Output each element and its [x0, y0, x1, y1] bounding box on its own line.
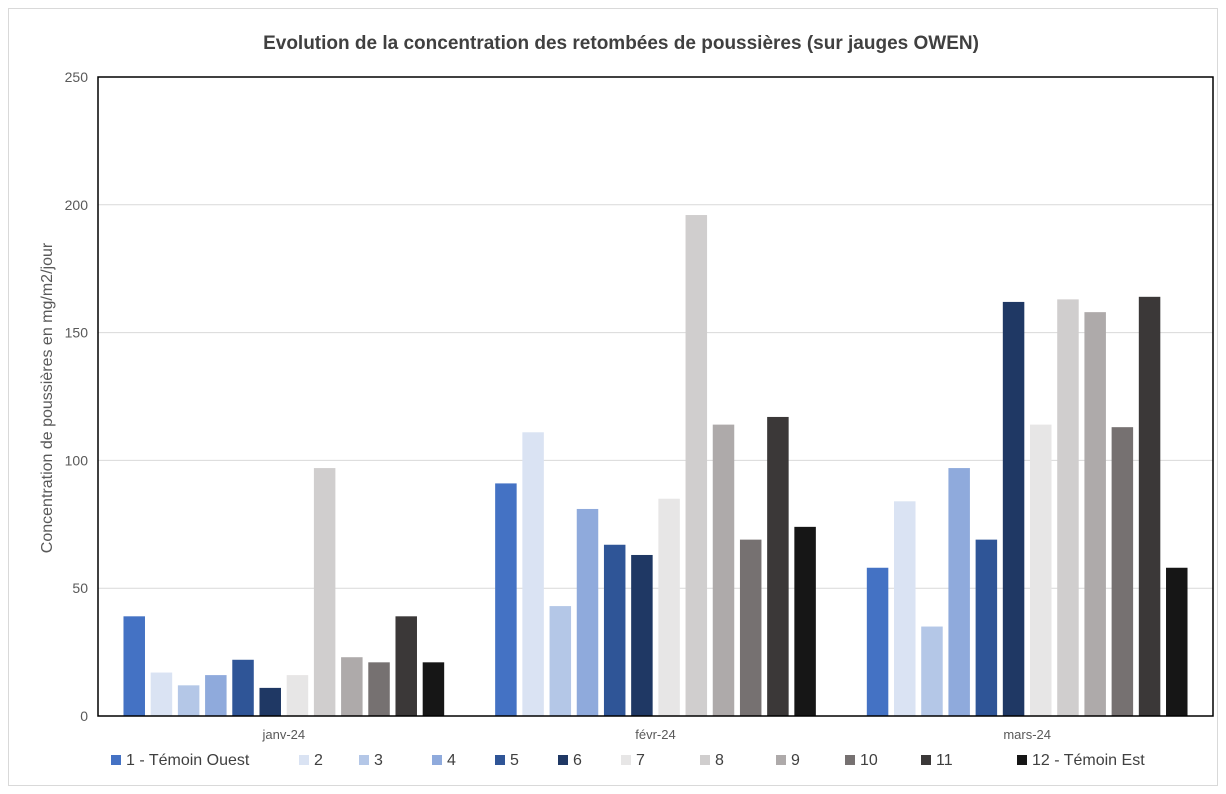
- legend-swatch: [432, 755, 442, 765]
- bar: [658, 498, 680, 716]
- bar: [794, 526, 816, 716]
- bar: [205, 675, 227, 716]
- legend-swatch: [845, 755, 855, 765]
- y-tick-label: 200: [65, 197, 89, 213]
- legend-label: 2: [314, 752, 323, 769]
- bar: [975, 539, 998, 716]
- gridlines: [98, 204, 1213, 589]
- plot-area-border: [97, 76, 1214, 717]
- legend-swatch: [359, 755, 369, 765]
- bar: [286, 675, 309, 716]
- bar: [712, 424, 735, 716]
- bar: [1057, 299, 1079, 716]
- bar: [603, 544, 626, 716]
- bar: [1002, 301, 1025, 716]
- legend-label: 10: [860, 752, 878, 769]
- legend-label: 8: [715, 752, 724, 769]
- legend-swatch: [1017, 755, 1027, 765]
- legend-label: 5: [510, 752, 519, 769]
- bar: [422, 662, 445, 716]
- y-tick-label: 250: [65, 69, 89, 85]
- x-category-label: mars-24: [1003, 727, 1051, 742]
- legend-label: 12 - Témoin Est: [1032, 752, 1145, 769]
- axes: 0 50 100 150 200 250 janv-24 févr-24 mars-24: [65, 69, 1214, 742]
- bar: [549, 606, 572, 716]
- legend-swatch: [299, 755, 309, 765]
- x-category-label: janv-24: [262, 727, 306, 742]
- legend-label: 4: [447, 752, 456, 769]
- bar: [495, 483, 517, 716]
- legend-swatch: [111, 755, 121, 765]
- bar: [395, 616, 417, 716]
- bar: [123, 616, 145, 716]
- x-category-label: févr-24: [635, 727, 675, 742]
- legend-swatch: [558, 755, 568, 765]
- bar: [1166, 567, 1188, 716]
- bar: [341, 657, 363, 716]
- bar: [522, 432, 544, 716]
- bar: [150, 672, 173, 716]
- bar: [948, 468, 970, 716]
- bar: [1030, 424, 1052, 716]
- legend-swatch: [776, 755, 786, 765]
- y-tick-label: 150: [65, 325, 89, 341]
- bars: [123, 215, 1188, 717]
- bar: [894, 501, 916, 716]
- legend-label: 3: [374, 752, 383, 769]
- bar: [767, 416, 789, 716]
- bar: [1138, 296, 1161, 716]
- legend-swatch: [921, 755, 931, 765]
- bar: [739, 539, 762, 716]
- bar: [576, 508, 599, 716]
- bar: [631, 554, 653, 716]
- legend-label: 9: [791, 752, 800, 769]
- legend-label: 7: [636, 752, 645, 769]
- bar: [1111, 427, 1134, 716]
- bar: [259, 687, 281, 716]
- chart-title: Evolution de la concentration des retomb…: [263, 33, 979, 54]
- legend-swatch: [621, 755, 631, 765]
- y-tick-label: 100: [65, 452, 89, 468]
- bar: [177, 685, 200, 716]
- legend-swatch: [495, 755, 505, 765]
- bar: [866, 567, 889, 716]
- bar: [921, 626, 943, 716]
- y-axis-label: Concentration de poussières en mg/m2/jou…: [39, 242, 56, 553]
- bar: [685, 215, 708, 717]
- bar: [1084, 312, 1106, 716]
- legend-label: 11: [936, 752, 953, 769]
- y-tick-label: 0: [80, 708, 88, 724]
- legend: 1 - Témoin Ouest 2 3 4 5 6 7 8 9 10 11 12 - Témoin …: [111, 752, 1145, 769]
- chart-canvas: Evolution de la concentration des retomb…: [39, 33, 1214, 769]
- bar: [313, 468, 336, 716]
- legend-label: 1 - Témoin Ouest: [126, 752, 250, 769]
- bar: [368, 662, 390, 716]
- y-tick-label: 50: [72, 580, 88, 596]
- bar: [232, 659, 254, 716]
- chart-frame: Evolution de la concentration des retomb…: [8, 8, 1218, 786]
- legend-label: 6: [573, 752, 582, 769]
- legend-swatch: [700, 755, 710, 765]
